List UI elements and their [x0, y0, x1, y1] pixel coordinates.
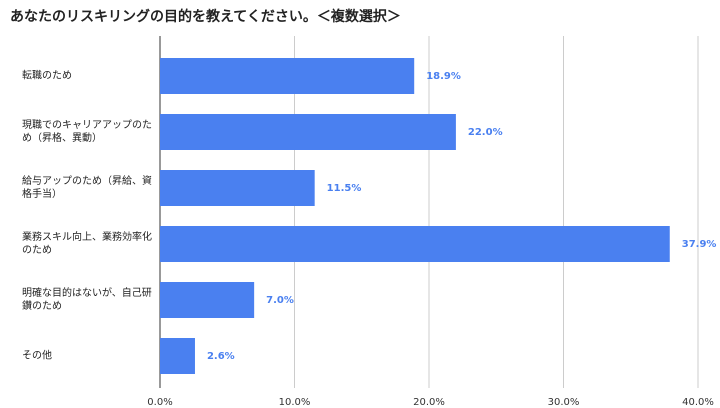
bar — [160, 338, 195, 374]
x-tick-label: 40.0% — [682, 397, 714, 408]
y-tick-label: その他 — [22, 350, 52, 362]
x-tick-label: 0.0% — [147, 397, 172, 408]
y-tick-label: 明確な目的はないが、自己研鑽のため — [22, 288, 152, 312]
y-tick-label: 現職でのキャリアアップのため（昇格、異動） — [22, 120, 152, 144]
y-tick-label: 転職のため — [22, 70, 72, 82]
chart-title: あなたのリスキリングの目的を教えてください。＜複数選択＞ — [10, 9, 401, 25]
value-label: 18.9% — [426, 71, 461, 82]
x-tick-label: 30.0% — [548, 397, 580, 408]
bar — [160, 226, 670, 262]
bar — [160, 282, 255, 318]
bar — [160, 58, 415, 94]
y-tick-label: 給与アップのため（昇給、資格手当） — [22, 176, 152, 200]
value-label: 7.0% — [266, 295, 294, 306]
y-tick-label: 業務スキル向上、業務効率化のため — [22, 232, 152, 256]
x-tick-label: 20.0% — [413, 397, 445, 408]
value-label: 2.6% — [207, 351, 235, 362]
value-label: 22.0% — [468, 127, 503, 138]
bar — [160, 114, 456, 150]
value-label: 37.9% — [682, 239, 717, 250]
bar — [160, 170, 315, 206]
value-label: 11.5% — [327, 183, 362, 194]
x-tick-label: 10.0% — [279, 397, 311, 408]
